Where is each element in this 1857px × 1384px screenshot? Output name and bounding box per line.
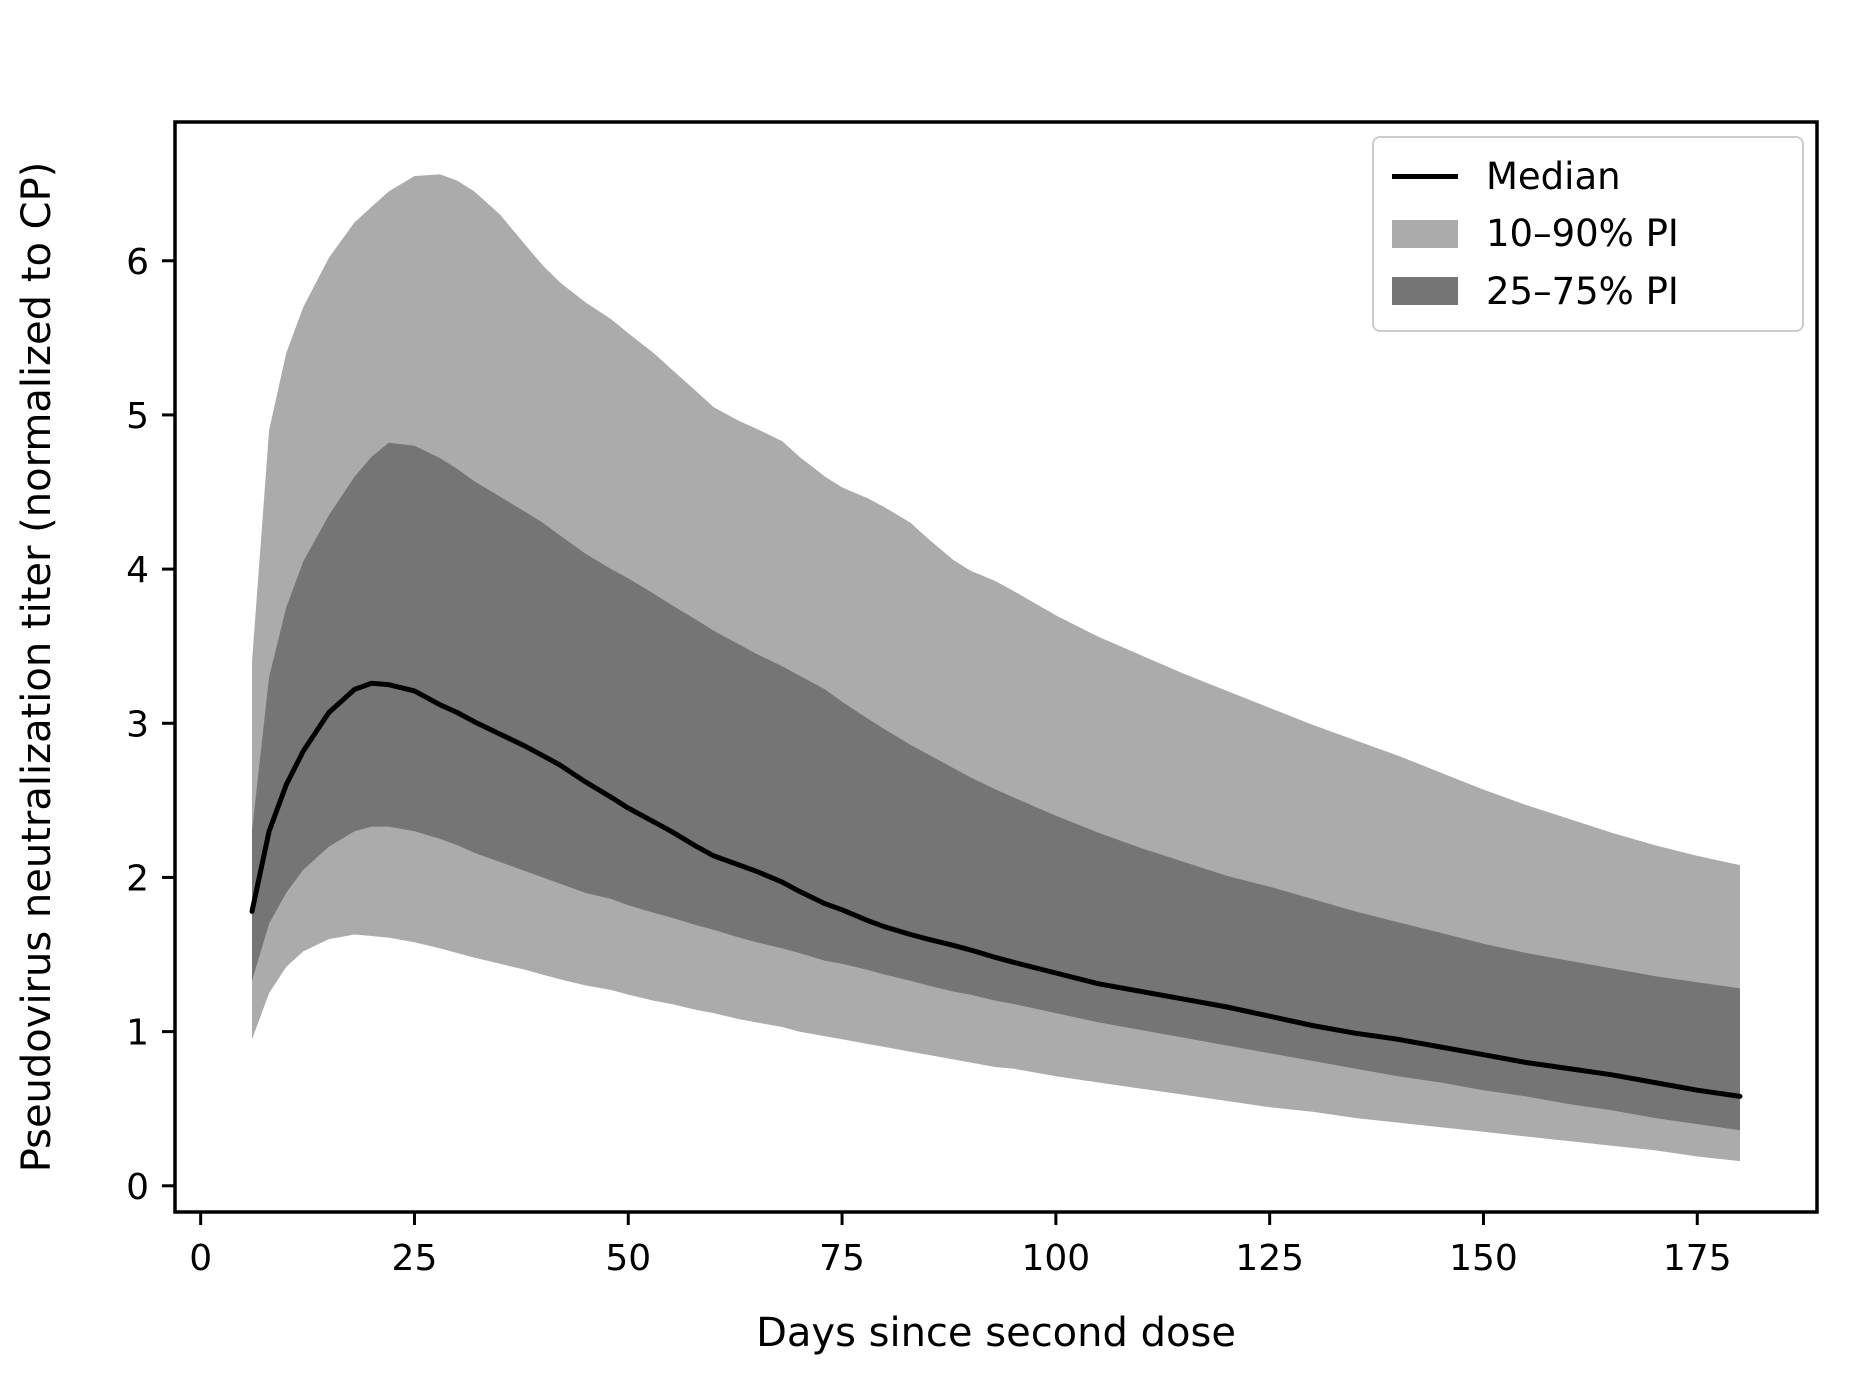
- x-axis-tick-label: 125: [1235, 1238, 1304, 1279]
- x-axis-title: Days since second dose: [756, 1310, 1236, 1356]
- legend-item-inner-band: 25–75% PI: [1392, 265, 1784, 317]
- y-axis-tick-label: 0: [126, 1167, 149, 1208]
- y-axis-tick-label: 3: [126, 704, 149, 745]
- y-axis-tick-label: 6: [126, 242, 149, 283]
- legend-label-median: Median: [1486, 155, 1621, 199]
- y-axis-tick-label: 5: [126, 396, 149, 437]
- y-axis-tick-label: 4: [126, 550, 149, 591]
- legend-label-outer-band: 10–90% PI: [1486, 212, 1679, 256]
- x-axis-tick-label: 50: [605, 1238, 651, 1279]
- legend: Median 10–90% PI 25–75% PI: [1372, 136, 1804, 332]
- band-10-90: [252, 174, 1740, 1162]
- x-axis-tick-label: 175: [1663, 1238, 1732, 1279]
- legend-label-inner-band: 25–75% PI: [1486, 269, 1679, 313]
- x-axis-tick-label: 0: [189, 1238, 212, 1279]
- legend-item-median: Median: [1392, 151, 1784, 203]
- median-line-swatch-icon: [1392, 174, 1458, 180]
- x-axis-tick-label: 150: [1449, 1238, 1518, 1279]
- band-25-75: [252, 442, 1740, 1131]
- y-axis-tick-label: 2: [126, 858, 149, 899]
- y-axis-tick-label: 1: [126, 1013, 149, 1054]
- inner-band-swatch-icon: [1392, 277, 1458, 306]
- legend-item-outer-band: 10–90% PI: [1392, 208, 1784, 260]
- x-axis-tick-label: 25: [392, 1238, 438, 1279]
- plot-frame: [173, 120, 1819, 1214]
- x-axis-tick-label: 75: [819, 1238, 865, 1279]
- median-line: [249, 680, 1743, 1099]
- outer-band-swatch-icon: [1392, 219, 1458, 248]
- x-axis-tick-label: 100: [1022, 1238, 1091, 1279]
